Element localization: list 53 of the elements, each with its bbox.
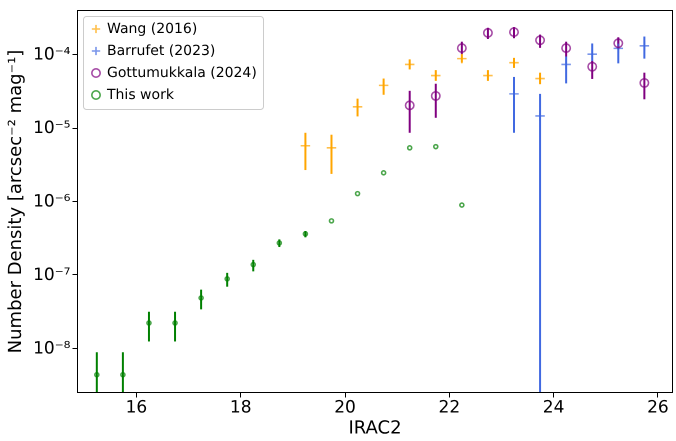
x-tick-label: 16 bbox=[126, 398, 148, 418]
point bbox=[535, 35, 546, 46]
point bbox=[638, 40, 650, 52]
point bbox=[120, 372, 126, 378]
point bbox=[328, 218, 334, 224]
y-tick-label: 10⁻⁵ bbox=[33, 118, 70, 138]
y-tick-label: 10⁻⁴ bbox=[33, 44, 71, 65]
y-axis-title: Number Density [arcsec⁻² mag⁻¹] bbox=[5, 50, 26, 354]
point bbox=[430, 90, 441, 101]
point bbox=[300, 140, 311, 152]
point bbox=[534, 72, 546, 84]
point bbox=[198, 295, 204, 301]
point bbox=[482, 70, 494, 82]
legend-label: This work bbox=[106, 87, 175, 103]
point bbox=[561, 43, 572, 54]
x-tick-label: 20 bbox=[334, 398, 356, 418]
point bbox=[587, 62, 598, 72]
y-tick-label: 10⁻⁸ bbox=[33, 338, 71, 358]
legend-label: Wang (2016) bbox=[107, 21, 198, 37]
x-tick-label: 22 bbox=[438, 398, 460, 418]
point bbox=[482, 28, 493, 38]
point bbox=[613, 38, 624, 48]
point bbox=[639, 78, 650, 88]
point bbox=[406, 145, 412, 151]
point bbox=[224, 276, 230, 282]
x-tick-label: 26 bbox=[647, 398, 669, 418]
point bbox=[534, 110, 546, 122]
y-tick-label: 10⁻⁷ bbox=[33, 264, 71, 285]
legend-label: Gottumukkala (2024) bbox=[107, 65, 257, 81]
point bbox=[586, 48, 598, 60]
point bbox=[250, 262, 256, 268]
point bbox=[459, 202, 465, 208]
point bbox=[94, 372, 100, 378]
point bbox=[146, 320, 152, 326]
point bbox=[378, 80, 390, 91]
x-axis-title: IRAC2 bbox=[348, 418, 402, 438]
point bbox=[172, 320, 178, 326]
point bbox=[432, 144, 439, 150]
point bbox=[612, 42, 624, 54]
point bbox=[404, 58, 416, 70]
point bbox=[509, 27, 519, 38]
legend-label: Barrufet (2023) bbox=[107, 43, 216, 59]
point bbox=[456, 53, 468, 64]
point bbox=[430, 70, 442, 82]
point bbox=[352, 101, 364, 112]
point bbox=[404, 100, 415, 110]
point bbox=[380, 170, 386, 176]
point bbox=[560, 58, 572, 70]
x-tick-label: 24 bbox=[542, 398, 564, 418]
point bbox=[456, 43, 467, 54]
y-tick-label: 10⁻⁶ bbox=[33, 192, 71, 212]
x-tick-label: 18 bbox=[230, 398, 252, 418]
point bbox=[354, 190, 360, 196]
